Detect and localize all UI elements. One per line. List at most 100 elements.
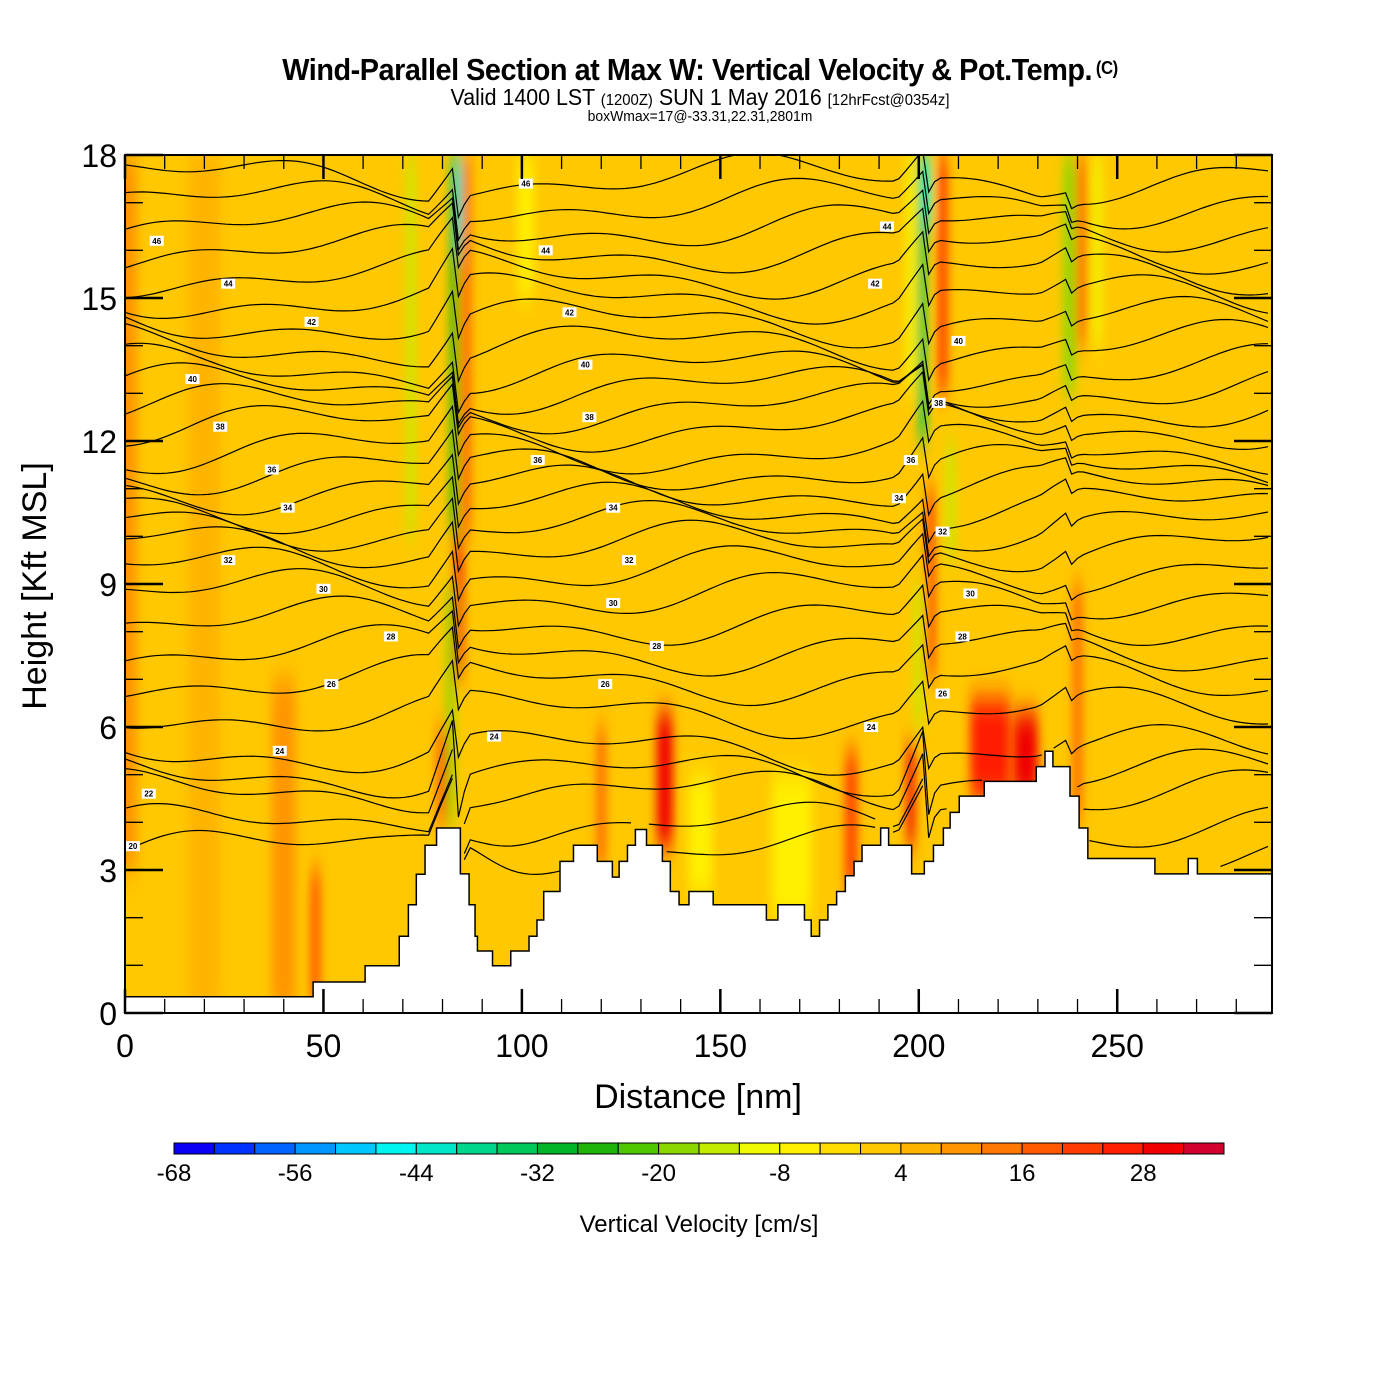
isentrope-label-text: 24: [867, 723, 876, 732]
isentrope-label: 20: [125, 841, 140, 852]
isentrope-label: 28: [955, 631, 970, 642]
colorbar-swatch: [1183, 1142, 1225, 1155]
colorbar-tick-label: -44: [399, 1160, 434, 1187]
forecast-info: [12hrFcst@0354z]: [827, 92, 950, 109]
terrain: [125, 750, 1272, 1013]
contour-label-layer: 20 22 24 24 24 26 26 26 28 28 28 30 30 30 32 32 32 34 34 34…: [125, 178, 978, 852]
w-feature: [446, 584, 455, 823]
w-feature: [946, 441, 955, 561]
colorbar-swatch: [536, 1142, 579, 1155]
w-feature: [1014, 712, 1038, 799]
isentrope-label: 38: [213, 421, 228, 432]
isentrope-line: [125, 609, 1269, 677]
isentrope-label-text: 36: [267, 466, 276, 475]
w-feature: [188, 155, 221, 1013]
isentrope-label: 28: [383, 631, 398, 642]
isentrope-label-bg: [963, 588, 978, 599]
isentrope-label: 34: [280, 502, 295, 513]
isentrope-label-text: 20: [128, 842, 137, 851]
colorbar-swatch: [294, 1142, 337, 1155]
colorbar-swatch: [335, 1142, 377, 1155]
valid-time-local: Valid 1400 LST: [450, 84, 595, 110]
colorbar-swatch: [1061, 1142, 1104, 1155]
w-feature: [656, 712, 673, 847]
colorbar: -68 -56 -44 -32 -20 -8 4 16 28: [157, 1142, 1225, 1187]
isentrope-label: 34: [891, 493, 906, 504]
isentrope-label: 38: [931, 397, 946, 408]
w-feature: [462, 155, 471, 537]
isentrope-line: [125, 216, 1269, 300]
isentrope-label-bg: [951, 335, 966, 346]
isentrope-label: 36: [264, 464, 279, 475]
isentrope-label-bg: [324, 679, 339, 690]
isentrope-label-text: 28: [386, 632, 395, 641]
isentrope-label: 26: [324, 679, 339, 690]
w-feature: [906, 155, 915, 394]
w-feature: [771, 774, 812, 918]
isentrope-label-bg: [487, 731, 502, 742]
x-tick-label: 50: [306, 1028, 342, 1064]
isentrope-line: [125, 517, 1269, 574]
isentrope-line: [125, 155, 1269, 220]
isentrope-label-text: 44: [883, 223, 892, 232]
colorbar-swatch: [779, 1142, 821, 1155]
colorbar-tick-label: -56: [278, 1160, 313, 1187]
isentrope-line: [125, 749, 1269, 838]
isentrope-line: [125, 583, 1269, 650]
isentrope-line: [125, 201, 1269, 275]
isentrope-label: 26: [598, 679, 613, 690]
isentrope-label-text: 42: [565, 308, 574, 317]
isentrope-label-text: 26: [327, 680, 336, 689]
isentrope-label-bg: [383, 631, 398, 642]
isentrope-label-bg: [185, 374, 200, 385]
colorbar-swatch: [1142, 1142, 1185, 1155]
isentrope-line: [125, 496, 1269, 558]
colorbar-swatch: [698, 1142, 740, 1155]
x-tick-label: 150: [694, 1028, 747, 1064]
isentrope-label-text: 22: [144, 790, 153, 799]
isentrope-label: 44: [880, 221, 895, 232]
isentrope-label-text: 32: [938, 528, 947, 537]
w-feature: [1077, 155, 1086, 346]
colorbar-swatch: [173, 1142, 215, 1155]
isentrope-label-bg: [562, 307, 577, 318]
w-feature: [271, 679, 296, 1013]
isentrope-line: [125, 475, 1269, 545]
isentrope-label-bg: [868, 278, 883, 289]
isentrope-label: 28: [649, 640, 664, 651]
isentrope-label-bg: [518, 178, 533, 189]
isentrope-label-text: 46: [521, 180, 530, 189]
isentrope-label: 42: [562, 307, 577, 318]
isentrope-label-text: 34: [609, 504, 618, 513]
isentrope-label-bg: [530, 455, 545, 466]
isentrope-label-bg: [213, 421, 228, 432]
isentrope-label: 30: [963, 588, 978, 599]
chart-title: Wind-Parallel Section at Max W: Vertical…: [49, 52, 1351, 88]
colorbar-swatch: [375, 1142, 417, 1155]
isentrope-label-bg: [141, 788, 156, 799]
isentrope-label-text: 40: [188, 375, 197, 384]
isentrope-label: 46: [149, 235, 164, 246]
isentrope-line: [125, 362, 1269, 435]
colorbar-swatch: [415, 1142, 458, 1155]
isentrope-line: [125, 532, 1269, 603]
colorbar-swatch: [577, 1142, 619, 1155]
colorbar-tick-label: -68: [157, 1160, 192, 1187]
y-tick-label: 15: [81, 281, 117, 317]
isentrope-label-bg: [272, 745, 287, 756]
w-feature: [311, 870, 320, 1013]
isentrope-line: [125, 399, 1269, 475]
isentrope-label: 32: [622, 555, 637, 566]
isentrope-label: 32: [221, 555, 236, 566]
isentrope-label-text: 38: [934, 399, 943, 408]
colorbar-swatch: [254, 1142, 296, 1155]
chart-subtitle: Valid 1400 LST (1200Z) SUN 1 May 2016 [1…: [49, 84, 1351, 111]
isentrope-label-bg: [598, 679, 613, 690]
w-feature: [970, 698, 1011, 799]
colorbar-tick-label: -32: [520, 1160, 555, 1187]
isentrope-label-bg: [880, 221, 895, 232]
isentrope-label: 30: [316, 583, 331, 594]
isentrope-line: [125, 428, 1269, 496]
isentrope-label: 26: [935, 688, 950, 699]
